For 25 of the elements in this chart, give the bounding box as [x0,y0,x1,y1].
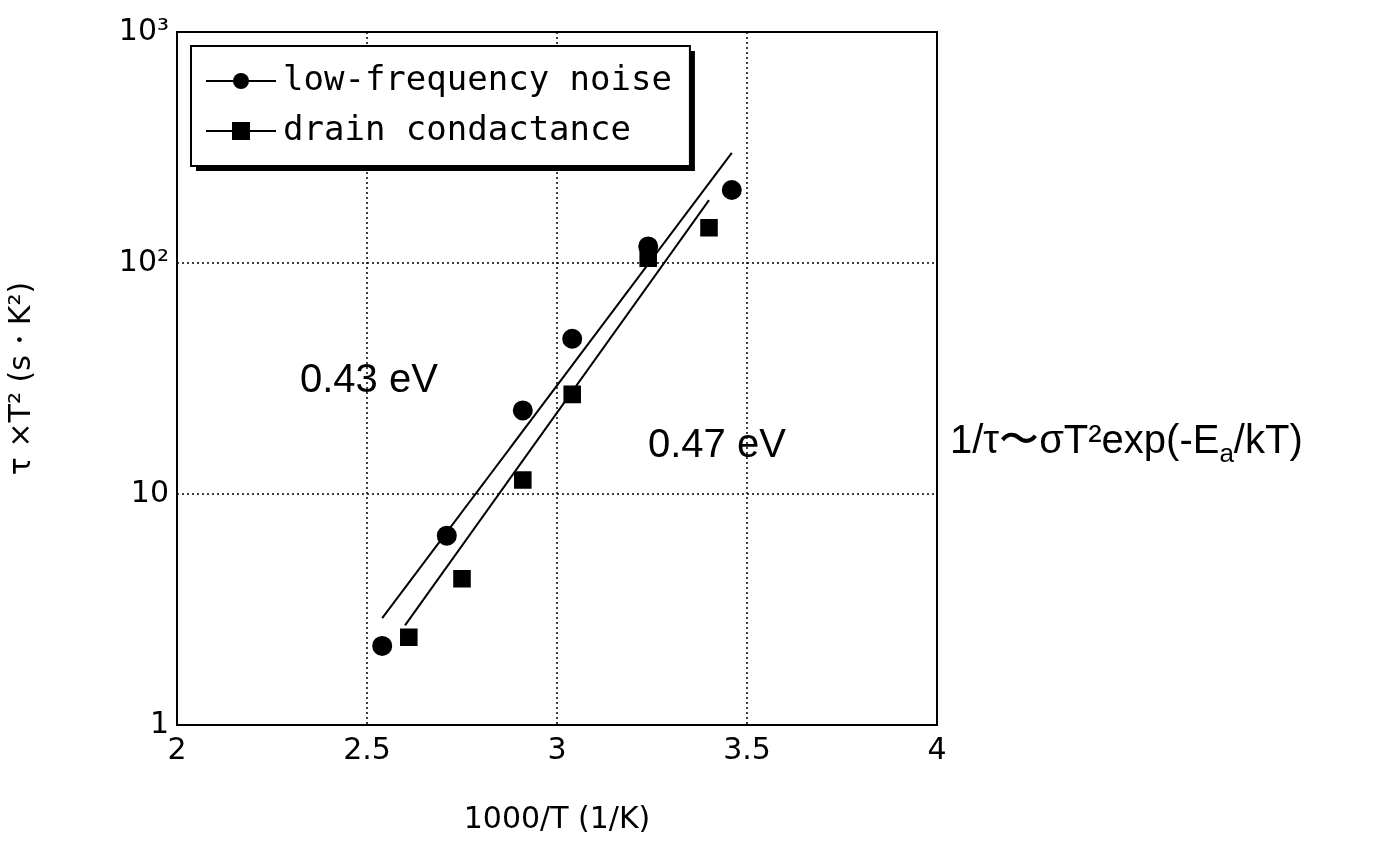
x-tick-label: 2 [167,730,187,766]
point [700,219,718,237]
y-tick-label: 10² [118,242,169,278]
point [512,400,533,421]
point [372,635,393,656]
y-tick-label: 10 [130,473,169,509]
point [436,525,457,546]
y-tick-label: 10³ [118,11,169,47]
point [563,385,581,404]
x-tick-label: 3 [547,730,567,766]
x-tick-label: 2.5 [343,730,391,766]
point [721,180,742,201]
point [453,569,471,588]
x-axis-title: 1000/T (1/K) [463,799,651,835]
x-tick-label: 4 [927,730,947,766]
legend-label: low-frequency noise [283,57,672,98]
annotation: 0.43 eV [300,356,439,400]
y-axis-title: τ ×T² (s・K²) [1,281,37,476]
point [514,471,532,489]
legend-label: drain condactance [283,107,631,148]
y-tick-label: 1 [149,704,169,740]
x-tick-label: 3.5 [723,730,771,766]
annotation: 0.47 eV [648,421,787,465]
point [562,328,583,349]
point [400,628,418,646]
